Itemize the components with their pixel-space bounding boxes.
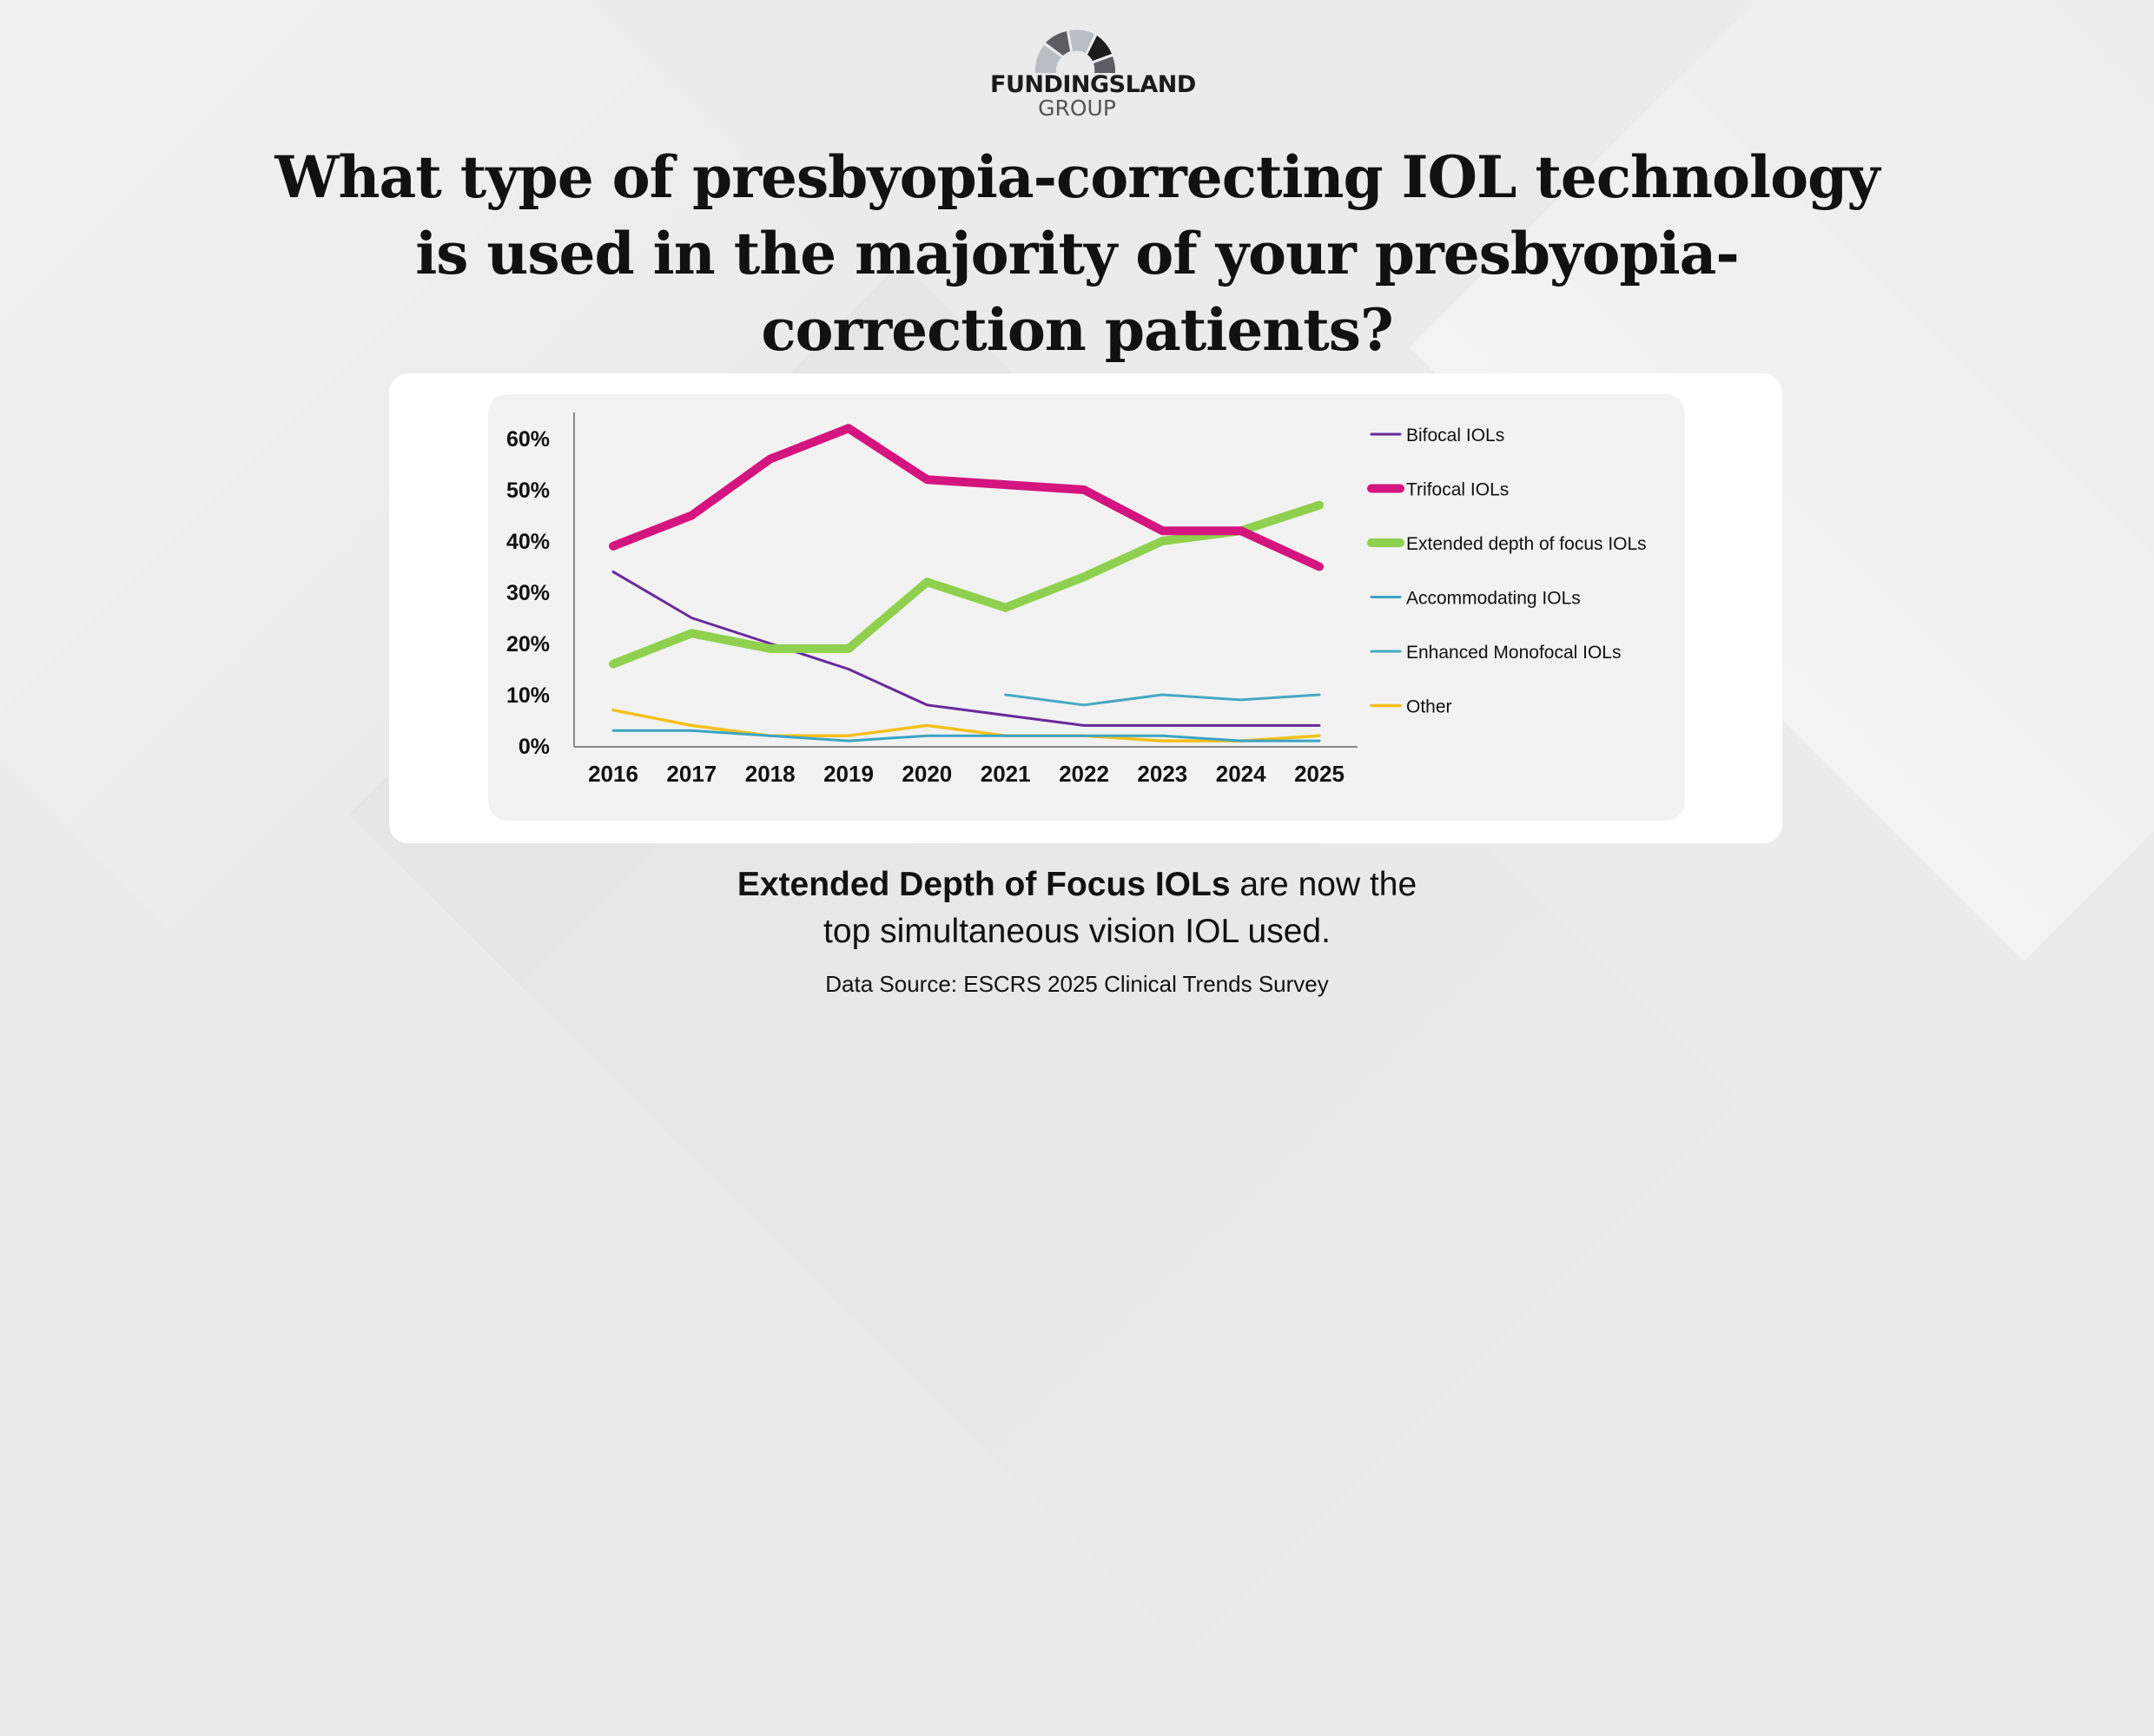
brand-sub: GROUP <box>1038 96 1116 121</box>
page-title: What type of presbyopia-correcting IOL t… <box>274 143 1880 364</box>
legend-label: Extended depth of focus IOLs <box>1406 534 1647 554</box>
legend-label: Other <box>1406 697 1452 717</box>
x-tick-label: 2017 <box>666 761 717 787</box>
legend-label: Bifocal IOLs <box>1406 426 1504 446</box>
key-finding-bold: Extended Depth of Focus IOLs <box>737 866 1231 903</box>
brand-logo: FUNDINGSLAND GROUP <box>990 19 1196 132</box>
key-finding-line2: top simultaneous vision IOL used. <box>823 913 1331 950</box>
series-line-trifocal-iols <box>609 424 1324 571</box>
series-line-bifocal-iols <box>611 570 1321 727</box>
line-chart: 0% 10% 20% 30% 40% 50% 60% 2016 2017 2018 2019 2020… <box>506 413 1647 787</box>
key-finding: Extended Depth of Focus IOLs are now the… <box>521 861 1633 955</box>
legend-label: Accommodating IOLs <box>1406 589 1581 609</box>
series-line-extended-depth-of-focus-iols <box>609 500 1324 669</box>
series-line-other <box>611 708 1321 743</box>
x-tick-label: 2020 <box>902 761 952 787</box>
legend-label: Trifocal IOLs <box>1406 480 1509 500</box>
series-line-enhanced-monofocal-iols <box>1004 693 1321 707</box>
chart-panel <box>488 394 1685 821</box>
x-tick-label: 2024 <box>1216 761 1266 787</box>
y-tick-label: 10% <box>506 683 550 708</box>
y-tick-label: 0% <box>519 735 550 759</box>
series-line-accommodating-iols <box>611 729 1321 743</box>
key-finding-rest: are now the <box>1230 866 1417 903</box>
x-tick-label: 2019 <box>823 761 874 787</box>
x-tick-label: 2018 <box>745 761 796 787</box>
data-source: Data Source: ESCRS 2025 Clinical Trends … <box>825 971 1329 997</box>
x-tick-label: 2023 <box>1137 761 1187 787</box>
brand-name: FUNDINGSLAND <box>990 71 1196 98</box>
y-tick-label: 20% <box>506 632 550 657</box>
y-tick-label: 40% <box>506 530 550 554</box>
logo-arc-icon <box>1034 30 1116 73</box>
y-tick-label: 50% <box>506 479 550 503</box>
x-tick-label: 2022 <box>1059 761 1109 787</box>
x-tick-label: 2025 <box>1294 761 1345 787</box>
y-tick-label: 60% <box>506 427 550 452</box>
x-tick-label: 2021 <box>981 761 1031 787</box>
y-tick-label: 30% <box>506 581 550 605</box>
legend-label: Enhanced Monofocal IOLs <box>1406 643 1622 663</box>
x-tick-label: 2016 <box>588 761 638 787</box>
